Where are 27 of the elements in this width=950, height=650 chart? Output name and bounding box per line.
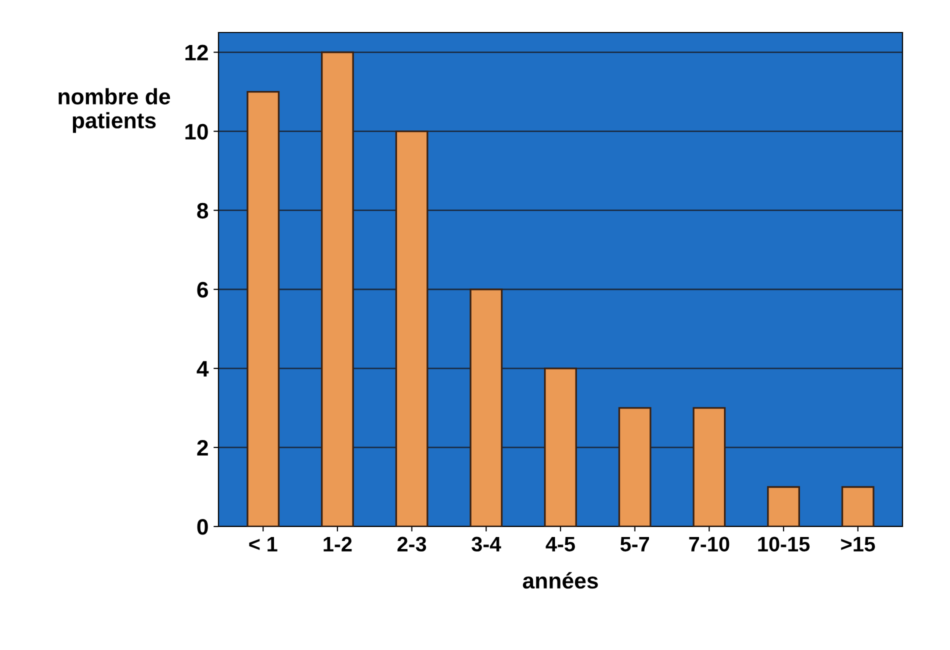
y-tick-label: 0 [197, 519, 208, 535]
y-axis-title: nombre de patients [58, 88, 170, 133]
bar [692, 407, 726, 526]
y-tick-label: 12 [185, 44, 208, 60]
y-tick-label: 8 [197, 202, 208, 219]
x-tick-label: 4-5 [546, 536, 575, 552]
bar [767, 486, 800, 526]
bar [841, 486, 874, 526]
bar [470, 288, 503, 526]
x-tick-label: 10-15 [758, 536, 810, 552]
x-tick-label: 3-4 [472, 536, 502, 552]
x-tick-label: 7-10 [689, 536, 730, 552]
x-tick-label: < 1 [249, 536, 278, 552]
bar [321, 51, 354, 526]
bar [395, 130, 428, 526]
x-tick-label: 2-3 [397, 536, 426, 552]
y-tick-label: 10 [185, 124, 208, 140]
x-tick-label: >15 [841, 536, 875, 552]
bar [618, 407, 652, 526]
bar [246, 90, 280, 526]
x-axis-title: années [522, 572, 598, 589]
x-tick-label: 5-7 [620, 536, 649, 552]
y-tick-label: 6 [197, 282, 208, 298]
y-tick-label: 2 [197, 440, 208, 456]
bar [544, 368, 577, 526]
x-tick-label: 1-2 [324, 536, 352, 552]
y-tick-label: 4 [196, 361, 209, 376]
